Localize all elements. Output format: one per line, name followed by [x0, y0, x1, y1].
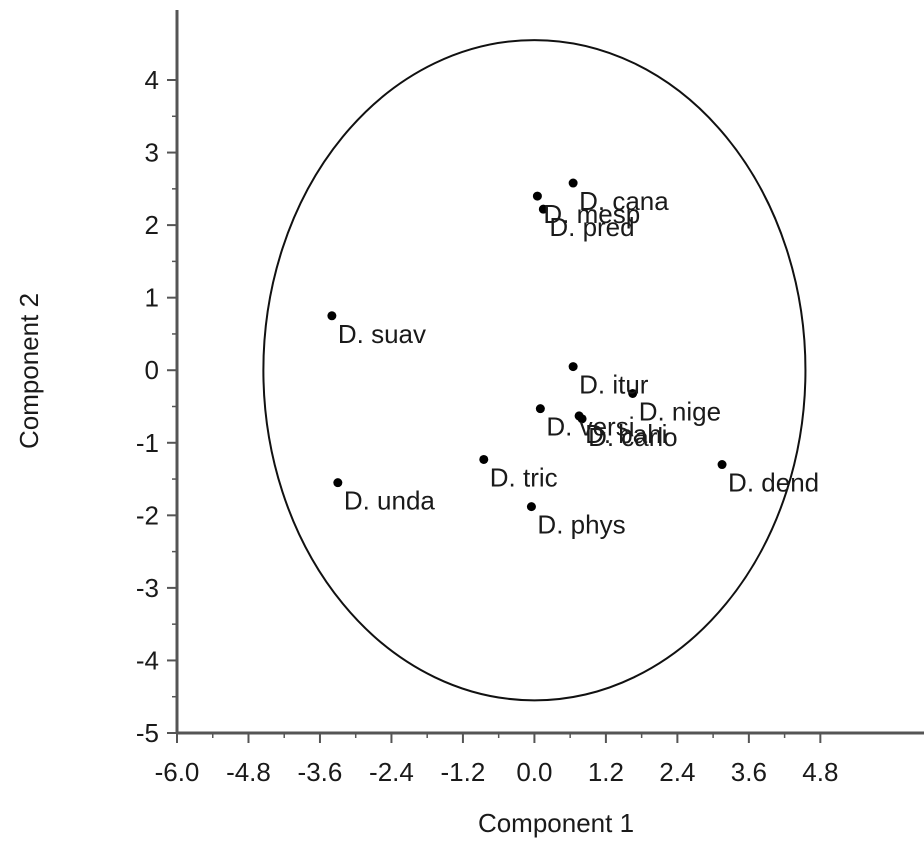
data-points — [327, 178, 727, 512]
data-point — [535, 404, 545, 414]
point-label: D. itur — [579, 370, 649, 400]
confidence-circle — [262, 39, 807, 702]
x-tick-label: 4.8 — [802, 757, 838, 787]
point-label: D. mesp — [543, 199, 640, 229]
data-point — [568, 178, 578, 188]
x-tick-label: -3.6 — [298, 757, 343, 787]
x-tick-label: -4.8 — [226, 757, 271, 787]
point-label: D. phys — [537, 510, 625, 540]
x-tick-label: 2.4 — [659, 757, 695, 787]
y-tick-label: -1 — [136, 428, 159, 458]
data-point — [538, 204, 548, 214]
x-tick-label: -6.0 — [155, 757, 200, 787]
y-tick-label: 2 — [145, 210, 159, 240]
x-axis-title: Component 1 — [478, 808, 634, 838]
data-point — [577, 414, 587, 424]
point-label: D. unda — [344, 486, 436, 516]
x-tick-label: 1.2 — [588, 757, 624, 787]
confidence-circle-layer — [262, 39, 807, 702]
y-tick-label: 3 — [145, 138, 159, 168]
point-label: D. bahi — [585, 419, 667, 449]
point-label: D. carlo — [588, 422, 678, 452]
data-point — [479, 454, 489, 464]
x-tick-label: -1.2 — [441, 757, 486, 787]
data-point — [568, 362, 578, 372]
y-tick-label: 1 — [145, 283, 159, 313]
x-axis-ticks: -6.0 -4.8 -3.6 -2.4 -1.2 0.0 1.2 2.4 3.6 4.8 — [155, 733, 838, 787]
point-label: D. suav — [338, 319, 426, 349]
y-tick-label: -3 — [136, 573, 159, 603]
x-tick-label: 0.0 — [516, 757, 552, 787]
point-label: D. pred — [549, 212, 634, 242]
y-tick-label: -2 — [136, 500, 159, 530]
x-tick-label: -2.4 — [369, 757, 414, 787]
y-tick-label: -4 — [136, 645, 159, 675]
y-axis-title: Component 2 — [14, 293, 44, 449]
axes-layer — [175, 10, 924, 735]
y-axis-ticks: 4 3 2 1 0 -1 -2 -3 -4 -5 — [136, 65, 177, 748]
data-point — [717, 460, 727, 470]
point-label: D. tric — [490, 462, 558, 492]
data-point — [333, 478, 343, 488]
point-label: D. dend — [728, 468, 819, 498]
point-label: D. cana — [579, 186, 669, 216]
y-tick-label: 0 — [145, 355, 159, 385]
data-point — [327, 311, 337, 321]
data-point — [526, 502, 536, 512]
x-tick-label: 3.6 — [731, 757, 767, 787]
point-label: D. nige — [639, 396, 721, 426]
point-label: D. versi — [546, 412, 634, 442]
y-tick-label: -5 — [136, 718, 159, 748]
data-point — [628, 388, 638, 398]
y-tick-label: 4 — [145, 65, 159, 95]
data-point — [532, 191, 542, 201]
